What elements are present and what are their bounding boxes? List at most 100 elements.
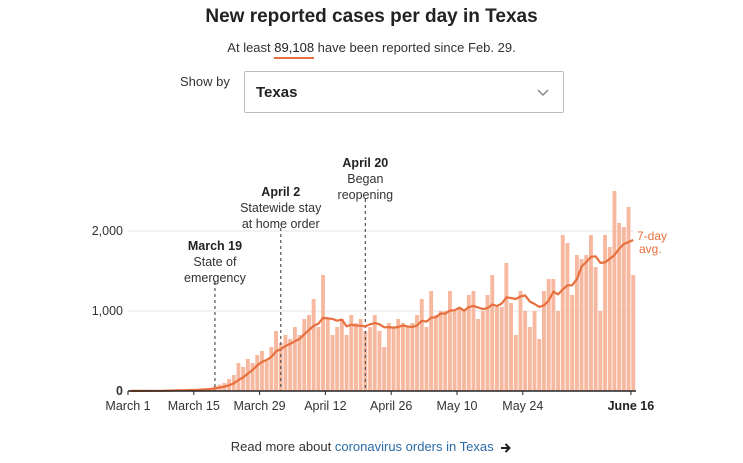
daily-case-bar (316, 327, 321, 391)
daily-case-bar (480, 311, 485, 391)
daily-case-bar (466, 295, 471, 391)
daily-case-bar (358, 319, 363, 391)
daily-case-bar (612, 191, 617, 391)
seven-day-average-label: 7-day avg. (637, 229, 667, 256)
daily-case-bar (490, 275, 495, 391)
daily-case-bar (307, 315, 311, 391)
daily-case-bar (438, 311, 443, 391)
x-axis-ticks: March 1 March 15 March 29 April 12 April 26 M… (105, 391, 654, 413)
daily-case-bar (443, 311, 448, 391)
daily-case-bar (499, 307, 504, 391)
daily-case-bar (476, 319, 481, 391)
daily-case-bar (405, 327, 410, 391)
daily-case-bar (372, 315, 377, 391)
daily-case-bar (368, 327, 372, 391)
daily-case-bar (264, 360, 269, 391)
daily-case-bar (250, 363, 255, 391)
x-tick-label: March 1 (105, 399, 150, 413)
daily-case-bar (386, 323, 391, 391)
daily-case-bar (589, 235, 593, 391)
daily-case-bar (391, 327, 396, 391)
annotation-text: at home order (242, 217, 320, 231)
daily-case-bar (574, 255, 579, 391)
daily-case-bar (542, 291, 546, 391)
region-select-value: Texas (256, 84, 298, 101)
annotation-text: Statewide stay (240, 201, 322, 215)
x-tick-label: June 16 (608, 399, 655, 413)
daily-case-bar (297, 335, 302, 391)
daily-case-bar (401, 323, 405, 391)
daily-case-bar (410, 323, 415, 391)
footer: Read more about coronavirus orders in Te… (0, 439, 743, 454)
daily-case-bar (335, 327, 340, 391)
y-tick-label: 0 (116, 384, 123, 398)
daily-case-bar (269, 347, 274, 391)
daily-case-bar (556, 311, 560, 391)
daily-case-bar (382, 347, 387, 391)
daily-case-bar (292, 327, 297, 391)
chart-subtitle: At least 89,108 have been reported since… (0, 40, 743, 59)
daily-case-bar (245, 359, 250, 391)
daily-case-bar (424, 327, 429, 391)
daily-case-bar (433, 315, 438, 391)
cases-chart: 2,000 1,000 0 March 1 March 15 March 29 April… (92, 156, 667, 413)
daily-case-bar (311, 299, 316, 391)
daily-case-bar (429, 291, 434, 391)
chevron-down-icon (537, 89, 549, 97)
daily-case-bar (560, 235, 565, 391)
annotation-text: Began (347, 172, 383, 186)
daily-case-bar (471, 291, 476, 391)
annotation-text: emergency (184, 271, 247, 285)
footer-prefix: Read more about (230, 439, 332, 454)
daily-case-bar (452, 311, 457, 391)
daily-case-bar (274, 331, 278, 391)
arrow-right-icon[interactable] (500, 442, 512, 454)
daily-case-bar (241, 367, 246, 391)
daily-case-bar (523, 311, 528, 391)
daily-case-bar (565, 243, 570, 391)
daily-case-bar (302, 319, 307, 391)
orders-link[interactable]: coronavirus orders in Texas (334, 439, 494, 454)
daily-case-bar (462, 311, 466, 391)
daily-case-bar (617, 223, 622, 391)
daily-case-bar (626, 207, 631, 391)
daily-case-bar (255, 355, 260, 391)
chart-title: New reported cases per day in Texas (205, 6, 538, 27)
seven-day-average-line (130, 238, 634, 392)
daily-case-bar (260, 351, 264, 391)
daily-case-bar (537, 339, 542, 391)
annotation-text: State of (193, 255, 237, 269)
region-select[interactable]: Texas (244, 71, 564, 113)
annotation-lines (214, 199, 366, 391)
y-tick-label: 1,000 (92, 304, 123, 318)
annotation-date: March 19 (188, 239, 242, 253)
daily-case-bar (532, 311, 537, 391)
daily-case-bar (354, 323, 358, 391)
daily-case-bar (485, 295, 490, 391)
total-cases-count: 89,108 (274, 40, 315, 59)
daily-case-bars (128, 191, 636, 391)
daily-case-bar (509, 303, 513, 391)
daily-case-bar (288, 339, 293, 391)
annotation-date: April 2 (261, 185, 300, 199)
daily-case-bar (598, 311, 603, 391)
x-tick-label: March 15 (168, 399, 220, 413)
daily-case-bar (349, 315, 354, 391)
x-tick-label: April 12 (304, 399, 346, 413)
x-tick-label: May 24 (502, 399, 543, 413)
subtitle-prefix: At least (227, 40, 271, 55)
daily-case-bar (593, 267, 598, 391)
daily-case-bar (457, 307, 462, 391)
show-by-label: Show by (180, 74, 230, 89)
daily-case-bar (603, 235, 607, 391)
daily-case-bar (321, 275, 325, 391)
daily-case-bar (584, 255, 589, 391)
annotation-labels: March 19 State of emergency April 2 Statewid… (184, 156, 393, 285)
y-axis-ticks: 2,000 1,000 0 (92, 224, 123, 398)
daily-case-bar (283, 335, 288, 391)
daily-case-bar (377, 331, 382, 391)
daily-case-bar (607, 247, 612, 391)
daily-case-bar (330, 335, 335, 391)
daily-case-bar (579, 259, 584, 391)
daily-case-bar (518, 291, 523, 391)
